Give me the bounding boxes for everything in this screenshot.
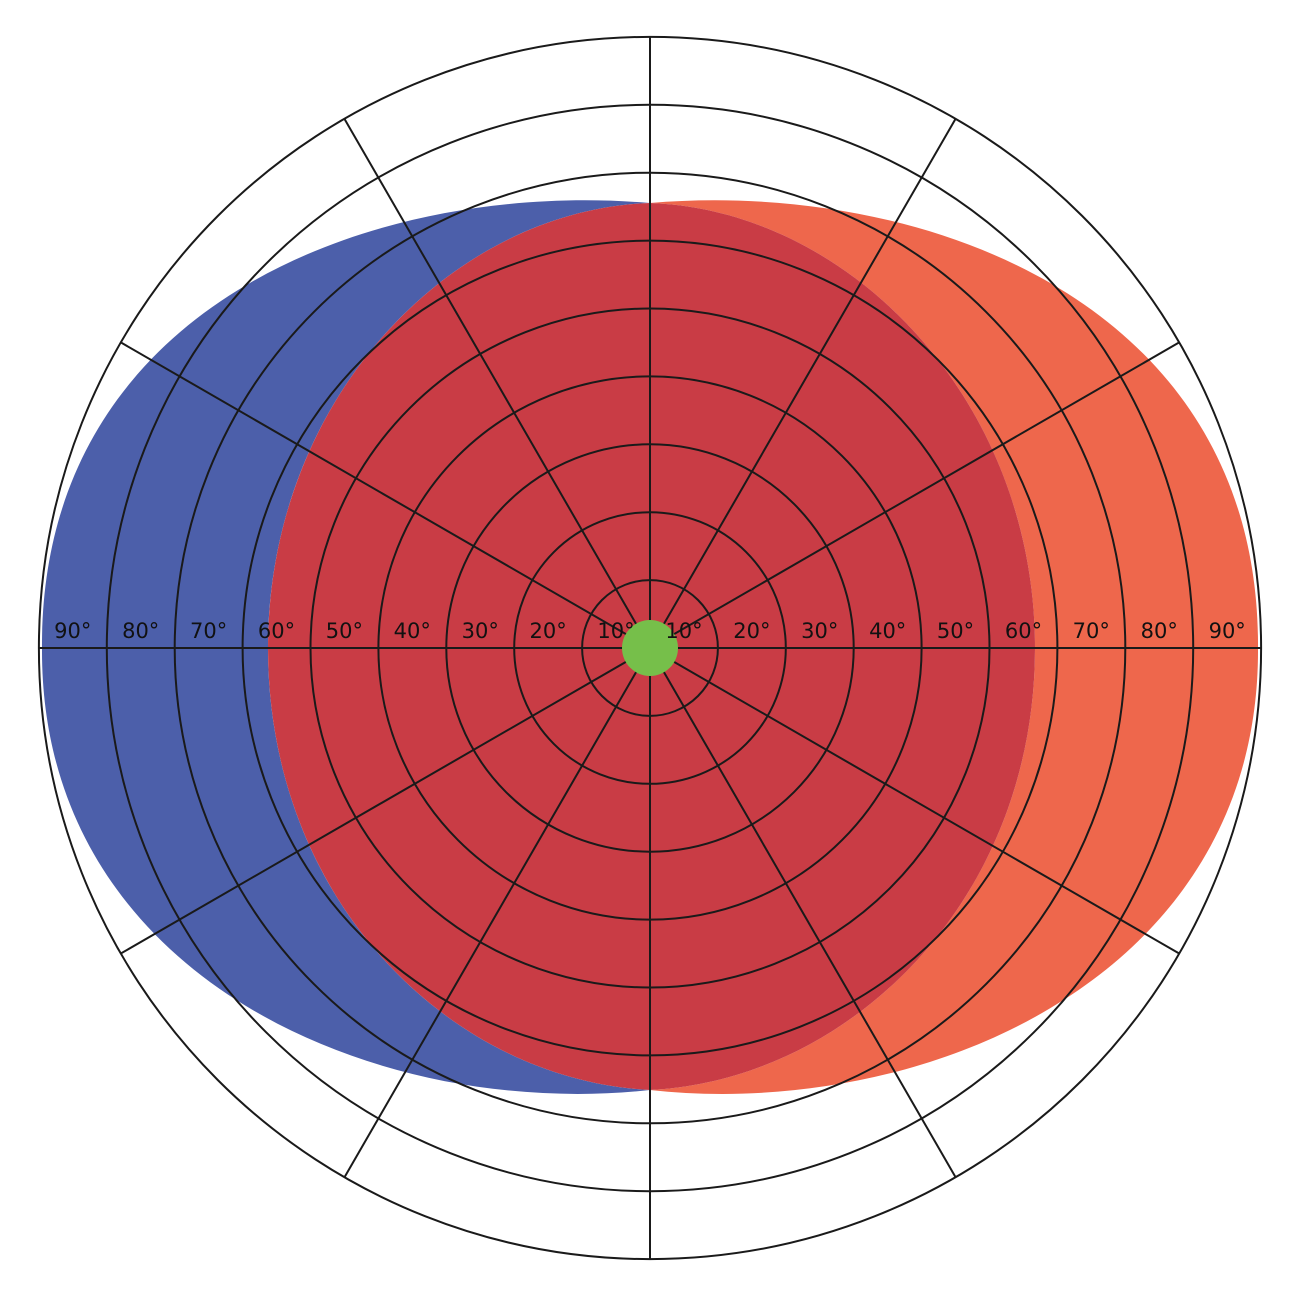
grid-spoke (343, 647, 651, 1178)
degree-label-left: 10° (597, 619, 634, 643)
grid-spoke (343, 118, 651, 649)
degree-label-right: 80° (1141, 619, 1178, 643)
degree-label-left: 30° (462, 619, 499, 643)
grid-spoke (649, 647, 1180, 955)
degree-label-right: 10° (665, 619, 702, 643)
degree-label-right: 20° (733, 619, 770, 643)
grid-spoke (120, 341, 651, 649)
polar-grid (37, 35, 1263, 1261)
right-eye-field (650, 200, 1259, 1094)
degree-label-right: 30° (801, 619, 838, 643)
degree-label-right: 50° (937, 619, 974, 643)
degree-label-right: 90° (1209, 619, 1246, 643)
degree-label-left: 90° (54, 619, 91, 643)
degree-label-left: 80° (122, 619, 159, 643)
degree-label-left: 50° (326, 619, 363, 643)
degree-labels: 90° 80° 70° 60° 50° 40° 30° 20° 10° 10° 20° 30° 40° 5… (54, 619, 1246, 643)
degree-label-left: 60° (258, 619, 295, 643)
left-eye-field (41, 200, 650, 1094)
grid-spoke (649, 118, 957, 649)
grid-spoke (649, 341, 1180, 649)
grid-spoke (649, 647, 957, 1178)
degree-label-right: 40° (869, 619, 906, 643)
degree-label-left: 20° (529, 619, 566, 643)
degree-label-right: 70° (1073, 619, 1110, 643)
degree-label-left: 70° (190, 619, 227, 643)
degree-label-right: 60° (1005, 619, 1042, 643)
degree-label-left: 40° (394, 619, 431, 643)
fixation-point (622, 620, 678, 676)
grid-spoke (120, 647, 651, 955)
